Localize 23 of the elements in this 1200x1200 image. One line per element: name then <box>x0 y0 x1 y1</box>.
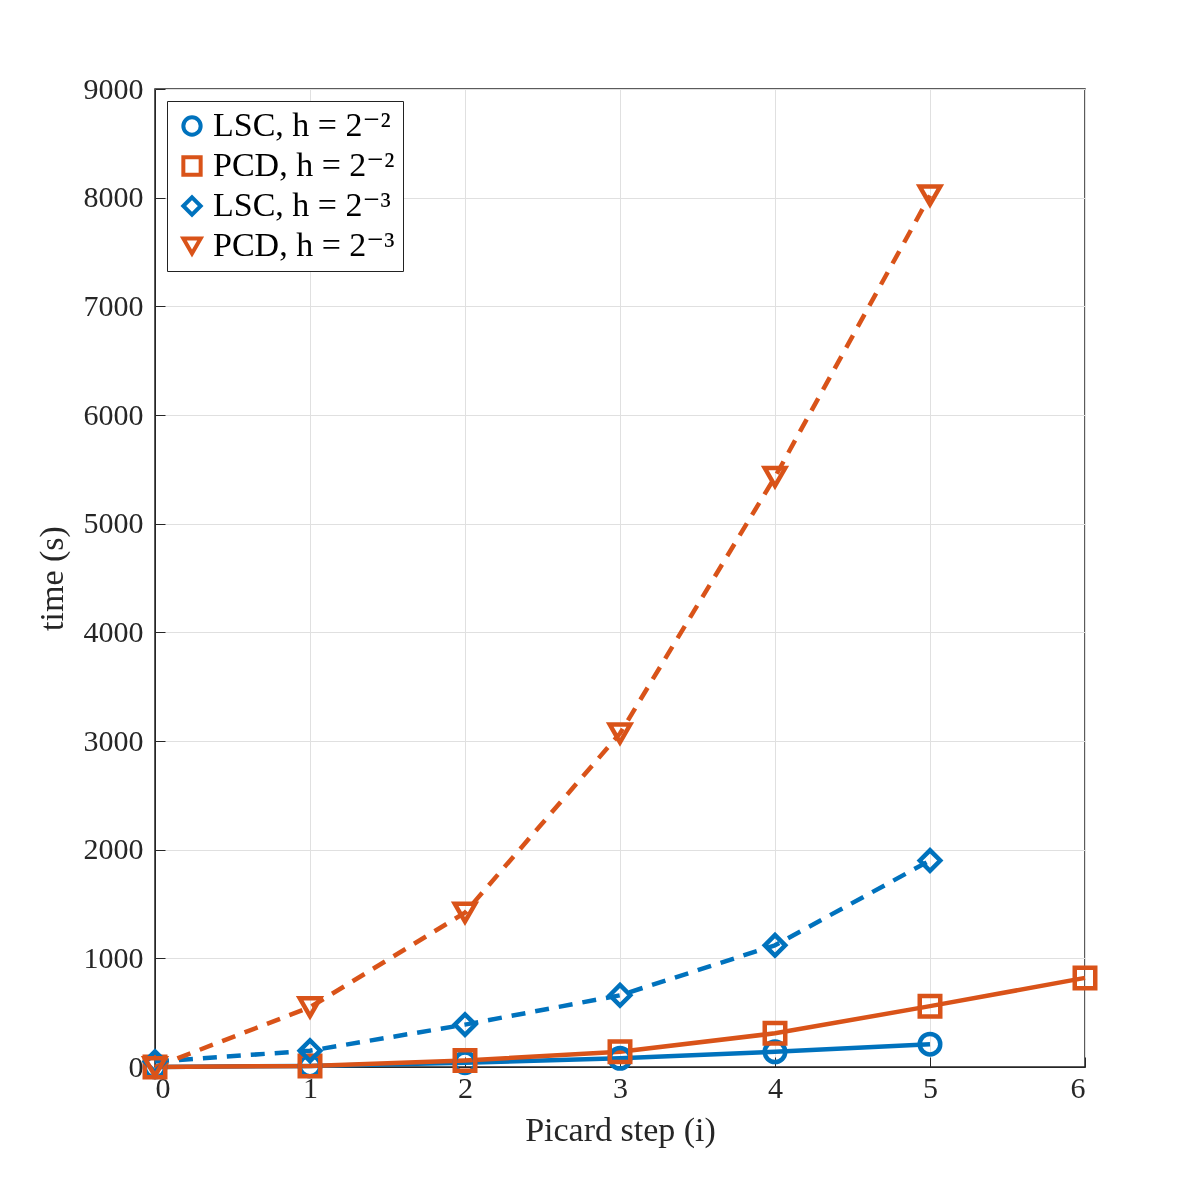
x-tick-label: 3 <box>613 1070 628 1104</box>
y-tick-label: 5000 <box>83 506 144 540</box>
x-tick-label: 2 <box>458 1070 473 1104</box>
legend-label: PCD, h = 2⁻² <box>213 146 395 183</box>
x-tick-label: 5 <box>923 1070 938 1104</box>
y-tick-label: 4000 <box>83 614 144 648</box>
x-tick-label: 1 <box>303 1070 318 1104</box>
x-tick-label: 4 <box>768 1070 783 1104</box>
legend-label: LSC, h = 2⁻³ <box>213 186 391 223</box>
y-axis-title: time (s) <box>32 526 71 631</box>
y-tick-label: 0 <box>128 1049 144 1083</box>
y-tick-label: 2000 <box>83 832 144 866</box>
legend-label: LSC, h = 2⁻² <box>213 106 391 143</box>
x-tick-label: 6 <box>1070 1070 1086 1104</box>
y-tick-label: 7000 <box>83 288 144 322</box>
y-tick-label: 1000 <box>83 940 144 974</box>
y-tick-label: 3000 <box>83 723 144 757</box>
legend-label: PCD, h = 2⁻³ <box>213 226 395 263</box>
x-axis-title: Picard step (i) <box>525 1110 716 1149</box>
x-tick-label: 0 <box>155 1070 171 1104</box>
y-tick-label: 8000 <box>83 180 144 214</box>
y-tick-label: 9000 <box>83 71 144 105</box>
y-tick-label: 6000 <box>83 397 144 431</box>
